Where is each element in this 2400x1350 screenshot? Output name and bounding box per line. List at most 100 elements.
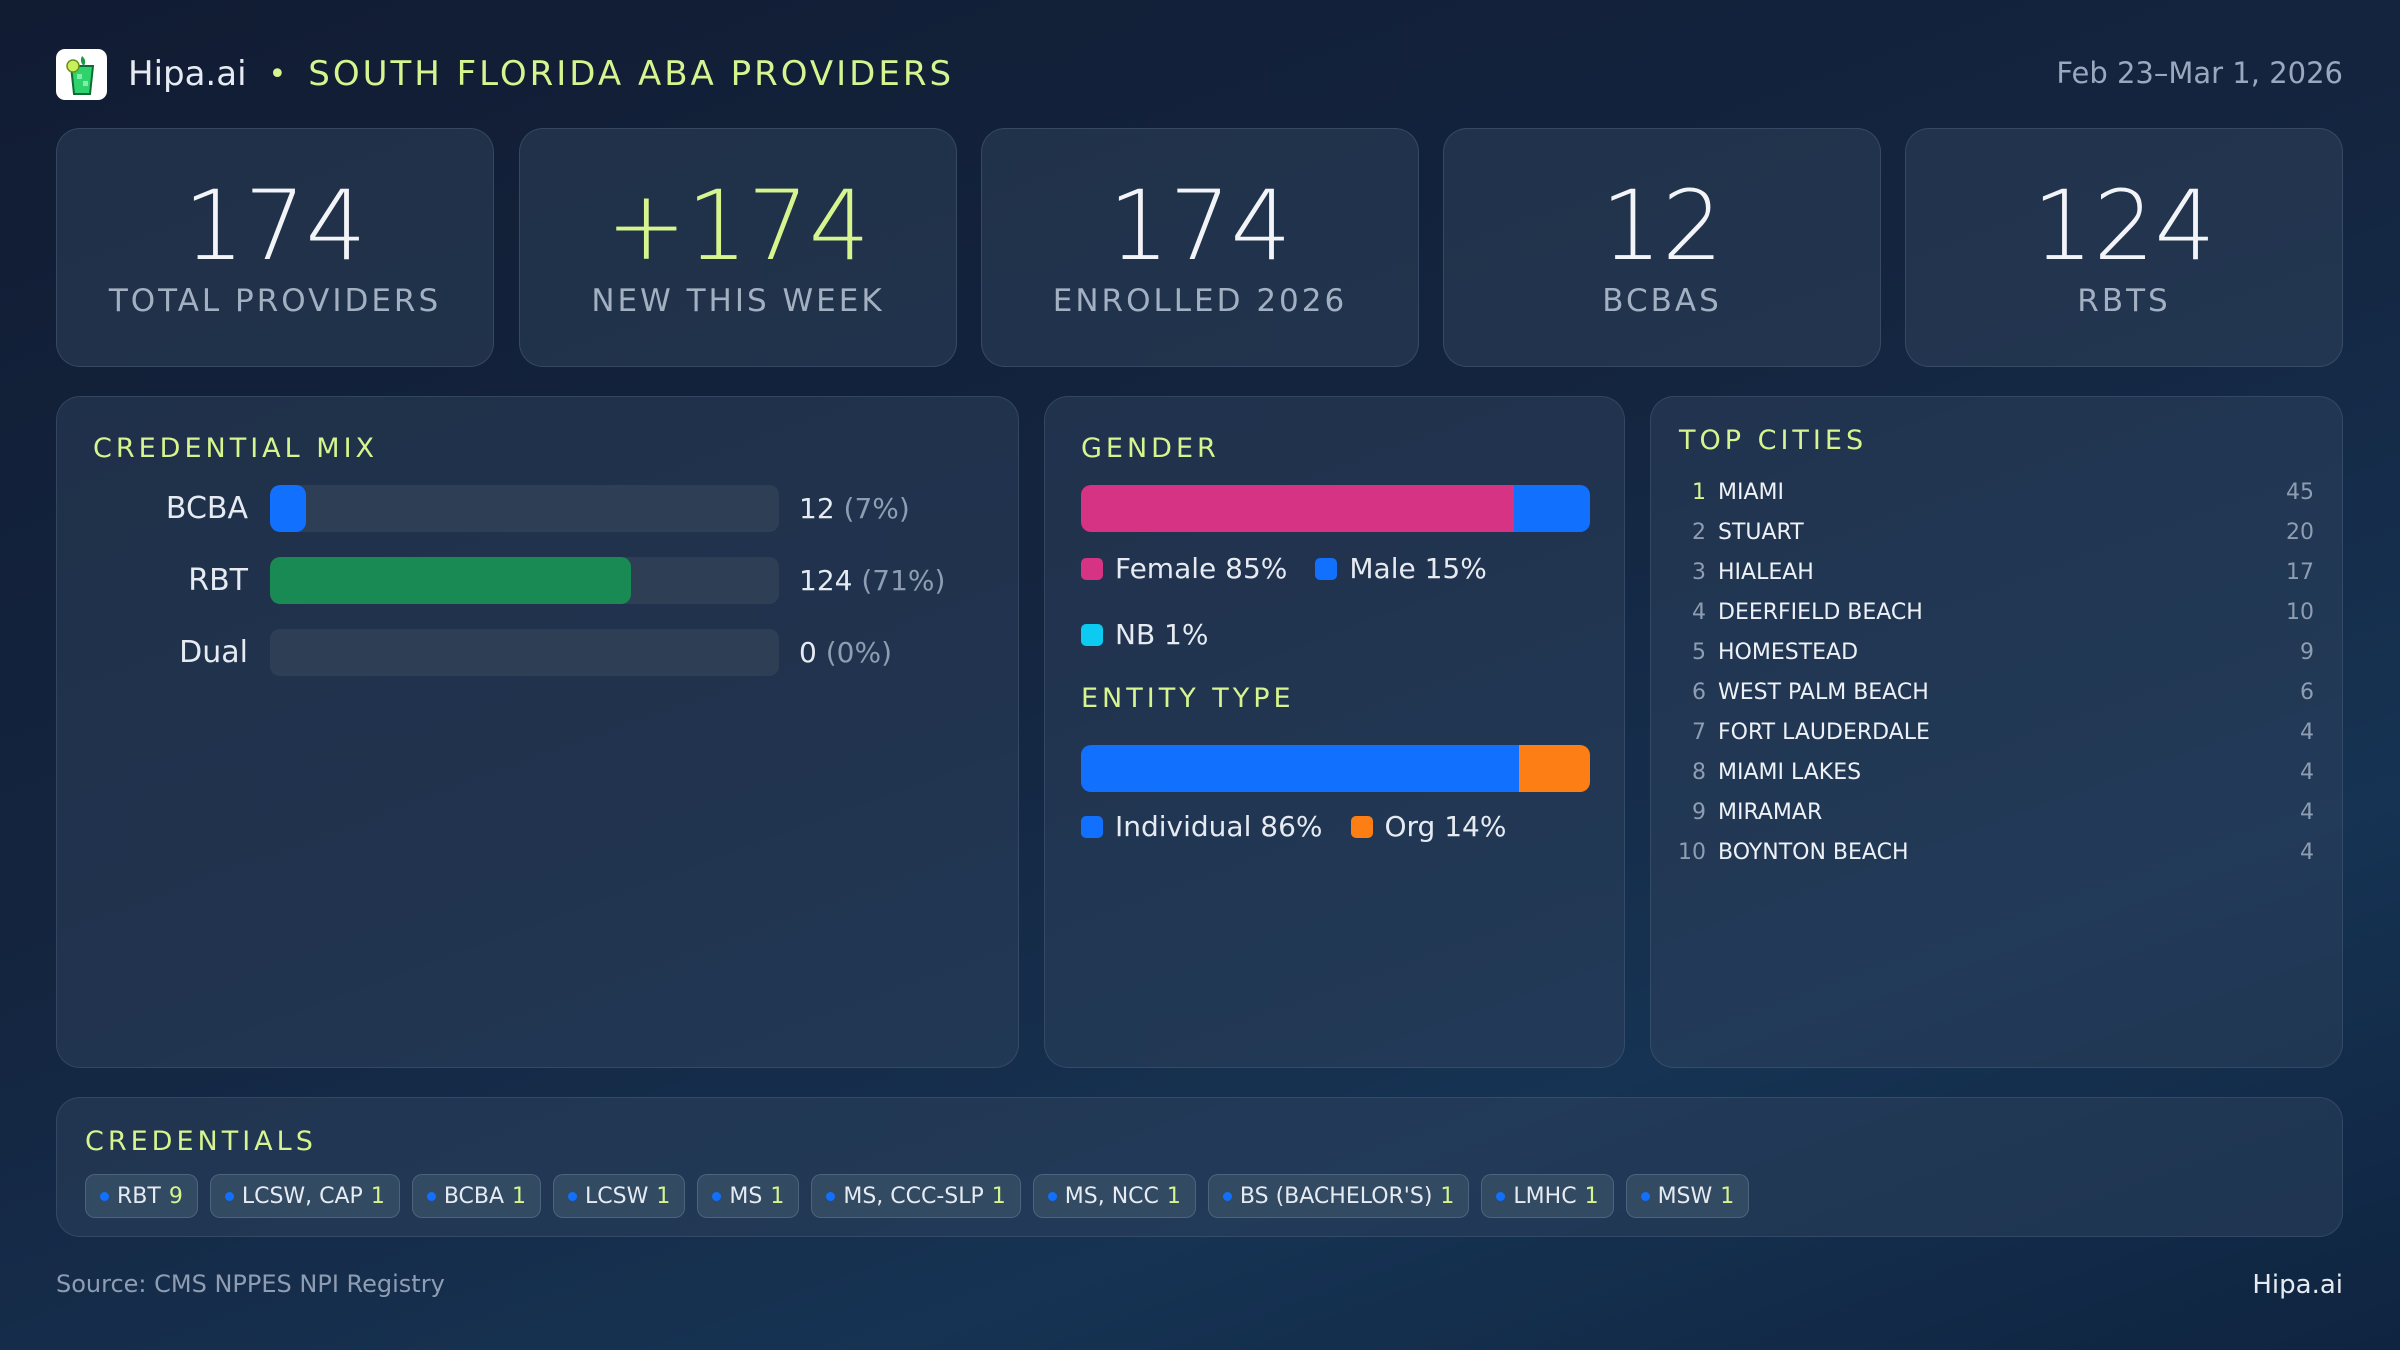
city-rank: 6 xyxy=(1692,679,1706,705)
city-rank: 8 xyxy=(1692,759,1706,785)
legend-item-female: Female 85% xyxy=(1081,552,1287,585)
city-name: HOMESTEAD xyxy=(1718,639,1859,665)
dot-icon xyxy=(1496,1191,1506,1201)
city-name: WEST PALM BEACH xyxy=(1718,679,1929,705)
gender-legend-nb: NB 1% xyxy=(1081,618,1208,651)
legend-label: NB 1% xyxy=(1115,618,1209,651)
city-row: 3 HIALEAH 17 xyxy=(1651,552,2342,592)
credential-chip[interactable]: LMHC 1 xyxy=(1481,1174,1614,1218)
credential-chip[interactable]: RBT 9 xyxy=(85,1174,198,1218)
kpi-value: 174 xyxy=(183,170,367,283)
panel-title: CREDENTIAL MIX xyxy=(93,433,379,464)
chip-label: BCBA xyxy=(443,1183,505,1209)
city-rank: 7 xyxy=(1692,719,1706,745)
row-value: 124 (71%) xyxy=(799,564,945,597)
city-count: 6 xyxy=(2300,679,2314,705)
chip-count: 1 xyxy=(1584,1183,1599,1209)
credential-chip[interactable]: BCBA 1 xyxy=(411,1174,542,1218)
chip-label: MS xyxy=(729,1183,763,1209)
city-row: 9 MIRAMAR 4 xyxy=(1651,792,2342,832)
value-count: 124 xyxy=(799,564,853,597)
chip-label: MS, CCC-SLP xyxy=(843,1183,984,1209)
swatch-icon xyxy=(1081,815,1103,838)
credential-chip[interactable]: MS, CCC-SLP 1 xyxy=(811,1174,1021,1218)
mojito-glass-icon xyxy=(65,55,94,95)
kpi-value: 174 xyxy=(1108,170,1292,283)
kpi-label: BCBAS xyxy=(1602,282,1722,319)
chip-count: 1 xyxy=(512,1183,527,1209)
header: Hipa.ai • SOUTH FLORIDA ABA PROVIDERS xyxy=(128,54,954,94)
city-count: 45 xyxy=(2286,479,2314,505)
chip-label: LCSW, CAP xyxy=(241,1183,363,1209)
row-label: Dual xyxy=(179,635,248,670)
source-note: Source: CMS NPPES NPI Registry xyxy=(56,1270,445,1298)
entity-stacked-bar xyxy=(1081,745,1590,792)
dot-icon xyxy=(568,1191,578,1201)
swatch-icon xyxy=(1081,623,1103,646)
city-rank: 5 xyxy=(1692,639,1706,665)
bar-track xyxy=(270,629,779,676)
gender-stacked-bar xyxy=(1081,485,1590,532)
city-name: MIAMI xyxy=(1718,479,1784,505)
dot-icon xyxy=(224,1191,234,1201)
city-count: 20 xyxy=(2286,519,2314,545)
legend-item-nb: NB 1% xyxy=(1081,618,1208,651)
separator-dot: • xyxy=(268,56,287,92)
kpi-enrolled-2026: 174 ENROLLED 2026 xyxy=(981,128,1419,367)
credential-chip[interactable]: MS 1 xyxy=(697,1174,800,1218)
city-rank: 9 xyxy=(1692,799,1706,825)
dot-icon xyxy=(1222,1191,1232,1201)
credential-chip[interactable]: BS (BACHELOR'S) 1 xyxy=(1207,1174,1470,1218)
kpi-value: 12 xyxy=(1600,170,1724,283)
legend-label: Org 14% xyxy=(1384,810,1507,843)
kpi-label: NEW THIS WEEK xyxy=(591,282,885,319)
gender-entity-panel: GENDER Female 85% Male 15% NB 1% ENTITY … xyxy=(1044,396,1625,1068)
dot-icon xyxy=(826,1191,836,1201)
panel-title: GENDER xyxy=(1081,433,1220,464)
chip-label: MS, NCC xyxy=(1064,1183,1159,1209)
city-rank: 3 xyxy=(1692,559,1706,585)
brand-name: Hipa.ai xyxy=(128,54,247,94)
gender-legend: Female 85% Male 15% xyxy=(1081,552,1487,585)
credential-chip[interactable]: LCSW, CAP 1 xyxy=(209,1174,400,1218)
city-rank: 10 xyxy=(1678,839,1706,865)
chip-count: 1 xyxy=(656,1183,671,1209)
kpi-label: TOTAL PROVIDERS xyxy=(108,282,442,319)
chip-label: MSW xyxy=(1657,1183,1713,1209)
city-count: 17 xyxy=(2286,559,2314,585)
city-rank: 4 xyxy=(1692,599,1706,625)
kpi-value: +174 xyxy=(606,170,870,283)
city-row: 2 STUART 20 xyxy=(1651,512,2342,552)
bar-segment xyxy=(1518,745,1590,792)
legend-label: Female 85% xyxy=(1115,552,1288,585)
swatch-icon xyxy=(1350,815,1373,838)
city-name: BOYNTON BEACH xyxy=(1718,839,1909,865)
credential-row: BCBA 12 (7%) xyxy=(57,485,1018,532)
credential-chip[interactable]: LCSW 1 xyxy=(553,1174,686,1218)
bar-segment xyxy=(1513,485,1590,532)
city-row: 10 BOYNTON BEACH 4 xyxy=(1651,832,2342,872)
row-label: BCBA xyxy=(165,491,248,526)
credential-chip[interactable]: MS, NCC 1 xyxy=(1032,1174,1196,1218)
city-row: 8 MIAMI LAKES 4 xyxy=(1651,752,2342,792)
chip-count: 1 xyxy=(1440,1183,1455,1209)
entity-legend: Individual 86% Org 14% xyxy=(1081,810,1506,843)
credential-row: RBT 124 (71%) xyxy=(57,557,1018,604)
legend-label: Male 15% xyxy=(1349,552,1487,585)
chip-label: BS (BACHELOR'S) xyxy=(1239,1183,1433,1209)
chip-count: 1 xyxy=(370,1183,385,1209)
chip-label: LMHC xyxy=(1513,1183,1577,1209)
bar-segment xyxy=(1081,485,1514,532)
dot-icon xyxy=(1640,1191,1650,1201)
city-name: MIAMI LAKES xyxy=(1718,759,1862,785)
kpi-value: 124 xyxy=(2032,170,2216,283)
credentials-panel: CREDENTIALS RBT 9 LCSW, CAP 1 BCBA 1 LCSW 1 MS 1 M… xyxy=(56,1097,2343,1237)
city-count: 4 xyxy=(2300,719,2314,745)
credential-chip[interactable]: MSW 1 xyxy=(1625,1174,1750,1218)
legend-item-org: Org 14% xyxy=(1350,810,1507,843)
dot-icon xyxy=(426,1191,436,1201)
footer-brand: Hipa.ai xyxy=(2252,1270,2343,1300)
city-name: STUART xyxy=(1718,519,1804,545)
panel-title: TOP CITIES xyxy=(1679,425,1868,456)
value-count: 0 xyxy=(799,636,817,669)
